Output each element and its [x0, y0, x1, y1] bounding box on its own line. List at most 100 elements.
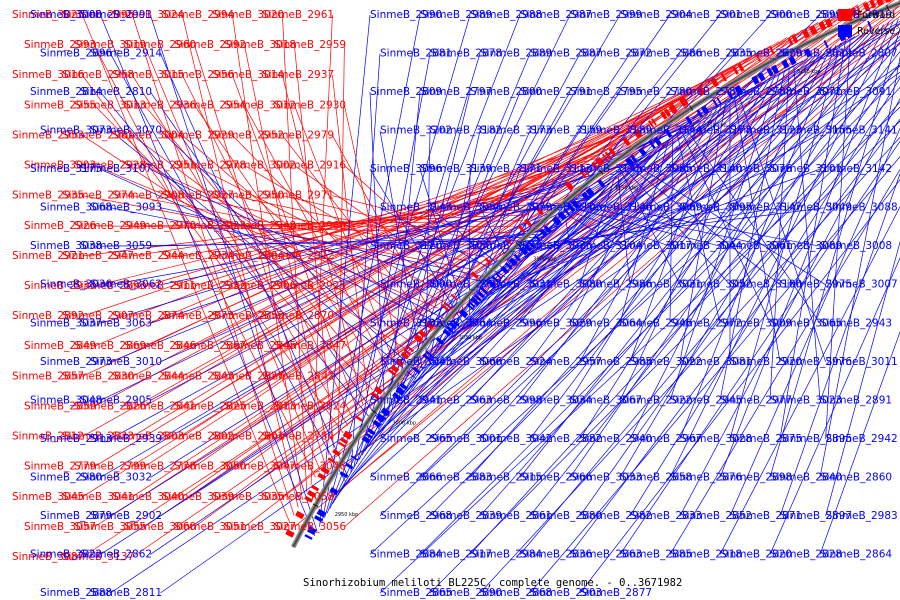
gene-block — [710, 78, 720, 88]
reverse-connector — [319, 14, 371, 527]
forward-gene-label: SinmeB_2958 — [62, 69, 134, 81]
reverse-gene-label: SinmeB_3090 — [380, 279, 452, 291]
gene-block — [567, 203, 576, 213]
gene-block — [495, 272, 503, 280]
forward-connector — [94, 105, 374, 391]
forward-gene-label: SinmeB_2802 — [162, 431, 234, 443]
reverse-gene-label: SinmeB_2829 — [730, 48, 802, 60]
reverse-gene-label: SinmeB_2835 — [680, 48, 752, 60]
forward-gene-label: SinmeB_2853 — [212, 310, 284, 322]
reverse-gene-label: SinmeB_2862 — [80, 548, 152, 560]
reverse-gene-label: SinmeB_2865 — [380, 587, 452, 599]
reverse-connector — [150, 14, 318, 532]
gene-block — [316, 508, 327, 518]
gene-block — [373, 386, 384, 395]
reverse-connector — [419, 169, 467, 319]
reverse-gene-label: SinmeB_3081 — [680, 356, 752, 368]
forward-connector — [294, 142, 617, 287]
reverse-connector — [479, 136, 900, 594]
gene-block — [543, 225, 552, 234]
reverse-gene-label: SinmeB_2840 — [770, 471, 842, 483]
forward-gene-label: SinmeB_2949 — [74, 220, 146, 232]
forward-gene-label: SinmeB_2926 — [24, 220, 96, 232]
reverse-gene-label: SinmeB_3146 — [580, 202, 652, 214]
reverse-gene-label: SinmeB_2998 — [470, 394, 542, 406]
reverse-gene-label: SinmeB_3022 — [630, 356, 702, 368]
reverse-gene-label: SinmeB_2871 — [730, 510, 802, 522]
forward-gene-label: SinmeB_3002 — [224, 160, 296, 172]
reverse-gene-label: SinmeB_3069 — [630, 202, 702, 214]
gene-block — [801, 29, 810, 39]
gene-block — [394, 358, 405, 368]
gene-block — [425, 350, 434, 358]
forward-connector — [310, 14, 333, 485]
reverse-gene-label: SinmeB_2878 — [430, 48, 502, 60]
forward-gene-label: SinmeB_3041 — [62, 491, 134, 503]
forward-gene-label: SinmeB_3012 — [224, 99, 296, 111]
reverse-gene-label: SinmeB_3120 — [370, 240, 442, 252]
reverse-gene-label: SinmeB_3033 — [570, 471, 642, 483]
reverse-gene-label: SinmeB_2977 — [720, 394, 792, 406]
reverse-connector — [425, 130, 431, 367]
gene-block — [769, 46, 775, 55]
reverse-gene-label: SinmeB_2881 — [380, 48, 452, 60]
tick-mark — [439, 322, 445, 327]
reverse-gene-label: SinmeB_3071 — [770, 86, 842, 98]
reverse-connector — [110, 62, 799, 440]
tick-label: 3300 kbp — [896, 24, 900, 30]
gene-block — [696, 109, 703, 118]
gene-block — [648, 120, 655, 128]
forward-gene-label: SinmeB_2778 — [124, 461, 196, 473]
gene-block — [663, 108, 672, 118]
reverse-gene-label: SinmeB_2920 — [730, 356, 802, 368]
gene-block — [361, 435, 371, 444]
gene-block — [458, 309, 469, 319]
reverse-connector — [429, 120, 900, 594]
gene-block — [392, 392, 402, 401]
reverse-connector — [369, 87, 753, 401]
reverse-connector — [110, 53, 346, 482]
reverse-gene-label: SinmeB_3008 — [820, 240, 892, 252]
forward-connector — [182, 66, 734, 377]
reverse-connector — [373, 53, 781, 439]
gene-block — [342, 430, 353, 440]
reverse-gene-label: SinmeB_2984 — [470, 548, 542, 560]
reverse-gene-label: SinmeB_2973 — [40, 356, 112, 368]
forward-gene-label: SinmeB_3016 — [12, 69, 84, 81]
reverse-gene-label: SinmeB_2966 — [520, 471, 592, 483]
forward-gene-label: SinmeB_2979 — [262, 129, 334, 141]
gene-block — [664, 129, 673, 139]
reverse-connector — [419, 84, 758, 401]
reverse-gene-label: SinmeB_3029 — [520, 317, 592, 329]
reverse-gene-label: SinmeB_2996 — [470, 317, 542, 329]
reverse-gene-label: SinmeB_2997 — [430, 279, 502, 291]
reverse-connector — [629, 47, 832, 440]
forward-connector — [82, 132, 631, 317]
reverse-gene-label: SinmeB_3101 — [770, 163, 842, 175]
forward-connector — [294, 31, 900, 528]
forward-gene-label: SinmeB_2933 — [24, 280, 96, 292]
tick-mark — [886, 4, 890, 11]
reverse-gene-label: SinmeB_2904 — [620, 9, 692, 21]
forward-gene-label: SinmeB_2857 — [12, 370, 84, 382]
forward-gene-label: SinmeB_3015 — [112, 69, 184, 81]
forward-connector — [194, 16, 900, 528]
reverse-connector — [100, 39, 900, 555]
reverse-gene-label: SinmeB_3123 — [730, 125, 802, 137]
reverse-gene-label: SinmeB_3042 — [480, 433, 552, 445]
reverse-gene-label: SinmeB_2822 — [30, 548, 102, 560]
forward-gene-label: SinmeB_2955 — [24, 99, 96, 111]
reverse-gene-label: SinmeB_3140 — [670, 163, 742, 175]
forward-gene-label: SinmeB_3019 — [74, 39, 146, 51]
gene-block — [474, 294, 482, 302]
reverse-connector — [669, 72, 781, 401]
forward-connector — [82, 135, 405, 349]
forward-gene-label: SinmeB_2874 — [112, 310, 184, 322]
reverse-connector — [579, 62, 900, 517]
forward-gene-label: SinmeB_2935 — [12, 190, 84, 202]
reverse-gene-label: SinmeB_2918 — [670, 548, 742, 560]
tick-label: 3150 kbp — [615, 185, 639, 191]
gene-block — [399, 382, 409, 391]
gene-block — [594, 156, 605, 167]
strand-legend: Forward Reverse — [838, 7, 898, 39]
